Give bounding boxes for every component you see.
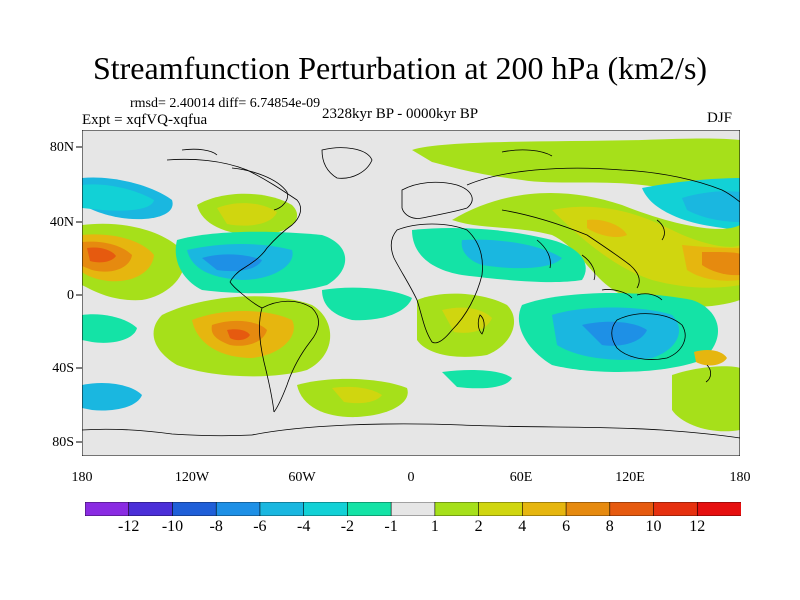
colorbar-label: 12 xyxy=(689,518,706,535)
contour-fill xyxy=(82,383,142,411)
coastlines xyxy=(82,147,740,439)
contour-fill xyxy=(217,203,277,226)
colorbar-swatch xyxy=(434,502,480,516)
colorbar-label: -2 xyxy=(340,518,355,535)
colorbar-swatch xyxy=(696,502,741,516)
lat-label-equator: 0 xyxy=(67,288,74,303)
colorbar-swatch xyxy=(522,502,567,516)
contour-fill xyxy=(87,247,116,263)
contour-fill xyxy=(587,219,627,238)
figure-title: Streamfunction Perturbation at 200 hPa (… xyxy=(92,50,708,86)
colorbar-label: 8 xyxy=(605,518,614,535)
contour-fill xyxy=(682,191,740,222)
contour-fill xyxy=(442,307,492,333)
colorbar-label: 6 xyxy=(562,518,571,535)
contour-fill xyxy=(82,184,154,211)
map-panel xyxy=(82,130,740,456)
lon-label-0: 0 xyxy=(407,470,415,485)
contour-fill xyxy=(412,138,740,190)
contour-fill xyxy=(227,329,250,341)
contour-fill xyxy=(322,287,412,321)
colorbar-swatch xyxy=(172,502,218,516)
colorbar xyxy=(85,502,741,516)
lon-label-180w: 180 xyxy=(71,470,93,485)
colorbar-swatch xyxy=(653,502,699,516)
colorbar-label: -8 xyxy=(209,518,223,535)
colorbar-label: 1 xyxy=(430,518,439,535)
stats-text: rmsd= 2.40014 diff= 6.74854e-09 xyxy=(130,96,321,111)
contour-fill xyxy=(672,366,740,432)
colorbar-swatch xyxy=(347,502,392,516)
colorbar-label: -4 xyxy=(297,518,311,535)
colorbar-swatch xyxy=(390,502,436,516)
lon-label-60e: 60E xyxy=(509,470,533,485)
lon-label-180e: 180 xyxy=(729,470,751,485)
contour-fill xyxy=(82,314,137,343)
lat-label-80s: 80S xyxy=(52,435,74,450)
colorbar-label: 2 xyxy=(474,518,483,535)
contour-fill xyxy=(694,350,727,366)
lat-label-40n: 40N xyxy=(49,215,74,230)
colorbar-label: 10 xyxy=(645,518,662,535)
colorbar-label: -12 xyxy=(118,518,140,535)
colorbar-swatch xyxy=(565,502,611,516)
colorbar-swatch xyxy=(303,502,349,516)
season-label: DJF xyxy=(707,110,733,126)
lon-label-120w: 120W xyxy=(174,470,210,485)
colorbar-swatch xyxy=(609,502,655,516)
contour-fill xyxy=(702,252,740,276)
lat-label-40s: 40S xyxy=(52,361,74,376)
contour-fill xyxy=(332,386,382,404)
colorbar-swatch xyxy=(215,502,261,516)
colorbar-label: -6 xyxy=(253,518,267,535)
colorbar-swatch xyxy=(478,502,524,516)
colorbar-label: -1 xyxy=(384,518,398,535)
colorbar-swatch xyxy=(128,502,174,516)
contour-fill xyxy=(442,370,512,389)
colorbar-swatch xyxy=(259,502,305,516)
contour-fill xyxy=(461,239,562,269)
colorbar-label: -10 xyxy=(161,518,184,535)
contour-fill xyxy=(582,321,647,346)
contour-fill xyxy=(202,254,262,272)
axis-ticks xyxy=(76,146,82,443)
lon-label-120e: 120E xyxy=(615,470,645,485)
colorbar-swatch xyxy=(85,502,130,516)
experiment-label: Expt = xqfVQ-xqfua xyxy=(82,112,208,128)
colorbar-label: 4 xyxy=(518,518,527,535)
period-label: 2328kyr BP - 0000kyr BP xyxy=(322,106,479,122)
lon-label-60w: 60W xyxy=(288,470,316,485)
lat-label-80n: 80N xyxy=(49,140,74,155)
